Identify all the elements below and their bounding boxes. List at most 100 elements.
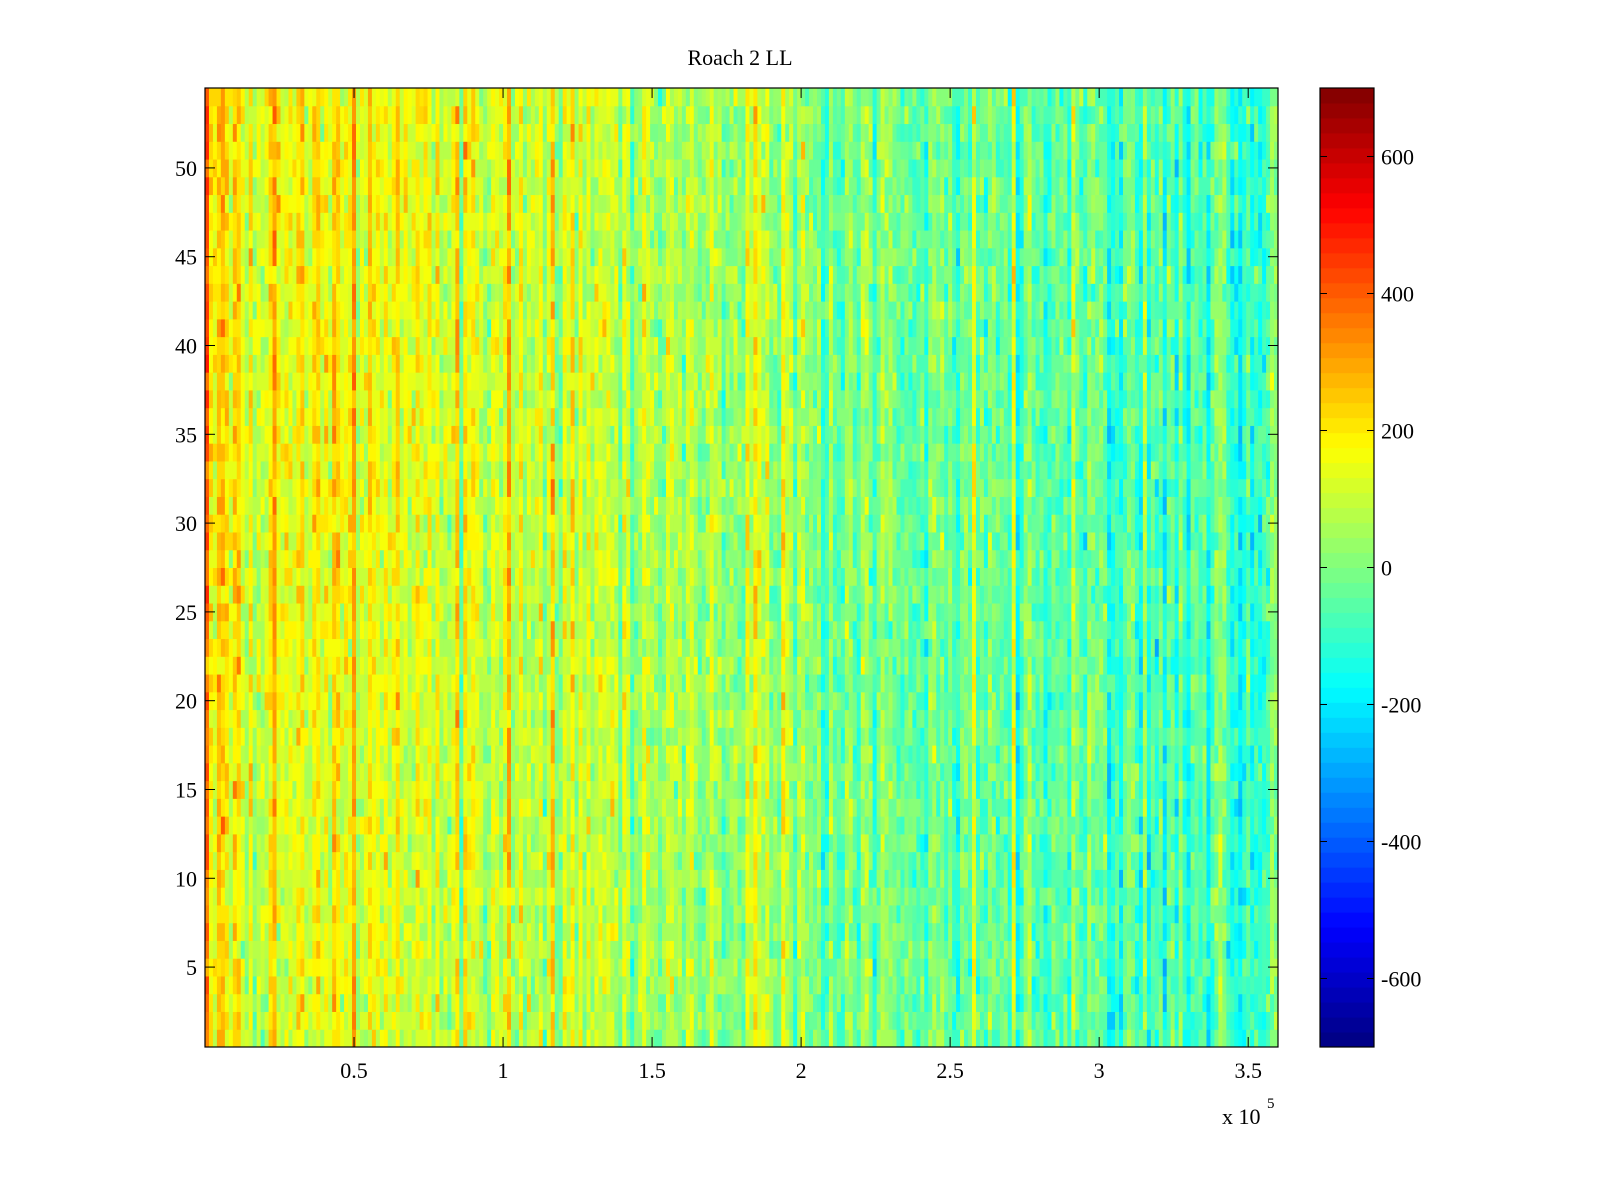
heatmap-cell [1198,762,1203,782]
heatmap-cell [606,904,611,924]
heatmap-cell [916,922,921,941]
heatmap-cell [1019,851,1025,870]
heatmap-cell [1274,816,1279,835]
heatmap-cell [363,993,369,1012]
heatmap-cell [709,816,715,835]
heatmap-cell [681,958,687,977]
heatmap-cell [439,798,444,817]
heatmap-cell [717,851,723,870]
heatmap-cell [507,922,512,941]
heatmap-cell [832,869,838,888]
heatmap-cell [622,904,627,924]
heatmap-cell [646,993,651,1012]
heatmap-cell [371,1029,377,1048]
heatmap-cell [824,940,830,959]
heatmap-cell [904,904,909,924]
heatmap-cell [956,940,961,959]
heatmap-cell [1166,869,1172,888]
heatmap-cell [1182,798,1188,817]
heatmap-cell [296,798,301,817]
heatmap-cell [594,816,599,835]
heatmap-cell [1019,745,1025,764]
heatmap-cell [467,958,472,977]
heatmap-cell [328,869,333,888]
heatmap-cell [1234,922,1239,941]
heatmap-cell [737,940,742,959]
heatmap-cell [220,798,226,817]
heatmap-cell [952,798,957,817]
heatmap-cell [753,869,758,888]
heatmap-cell [622,993,627,1012]
heatmap-cell [1083,851,1088,870]
heatmap-cell [264,709,270,728]
heatmap-cell [1274,727,1279,746]
heatmap-cell [1146,887,1152,906]
heatmap-cell [1055,745,1060,764]
heatmap-cell [999,940,1005,959]
heatmap-cell [300,922,305,941]
heatmap-cell [375,869,381,888]
heatmap-cell [944,816,949,835]
heatmap-cell [828,780,834,799]
heatmap-cell [216,1011,222,1030]
heatmap-cell [817,1029,822,1048]
heatmap-cell [1067,869,1072,888]
heatmap-cell [836,904,842,924]
heatmap-cell [1162,922,1168,941]
heatmap-cell [562,833,568,853]
heatmap-cell [1023,869,1029,888]
heatmap-cell [526,851,532,870]
heatmap-cell [419,975,425,995]
heatmap-cell [626,798,631,817]
heatmap-cell [626,993,631,1012]
heatmap-cell [546,975,552,995]
heatmap-cell [1254,851,1259,870]
heatmap-cell [606,745,611,764]
heatmap-cell [252,869,258,888]
heatmap-cell [952,958,957,977]
heatmap-cell [658,780,663,799]
heatmap-cell [864,833,870,853]
heatmap-cell [785,940,790,959]
heatmap-cell [1063,993,1068,1012]
heatmap-cell [550,958,556,977]
heatmap-cell [956,1011,961,1030]
heatmap-cell [598,762,603,782]
heatmap-cell [1230,727,1235,746]
heatmap-cell [1170,745,1176,764]
heatmap-cell [1214,833,1219,853]
heatmap-cell [546,922,552,941]
heatmap-cell [566,816,572,835]
heatmap-cell [1166,780,1172,799]
heatmap-cell [697,1029,703,1048]
heatmap-cell [1023,816,1029,835]
heatmap-cell [1210,851,1215,870]
heatmap-cell [610,993,615,1012]
heatmap-cell [1222,727,1227,746]
heatmap-cell [1238,993,1243,1012]
heatmap-cell [1107,887,1112,906]
heatmap-cell [1138,869,1144,888]
heatmap-cell [1214,993,1219,1012]
heatmap-cell [860,869,866,888]
heatmap-cell [582,887,588,906]
heatmap-cell [375,798,381,817]
heatmap-cell [320,816,325,835]
heatmap-cell [522,958,528,977]
heatmap-cell [443,851,448,870]
heatmap-cell [1158,833,1164,853]
heatmap-cell [443,904,448,924]
heatmap-cell [1182,1029,1188,1048]
heatmap-cell [1119,780,1124,799]
heatmap-cell [638,762,643,782]
heatmap-cell [503,922,508,941]
heatmap-cell [622,851,627,870]
heatmap-cell [809,975,814,995]
heatmap-cell [753,922,758,941]
heatmap-cell [1119,745,1124,764]
heatmap-cell [379,993,385,1012]
heatmap-cell [371,798,377,817]
heatmap-cell [1258,727,1263,746]
heatmap-cell [745,727,750,746]
heatmap-cell [1123,922,1128,941]
